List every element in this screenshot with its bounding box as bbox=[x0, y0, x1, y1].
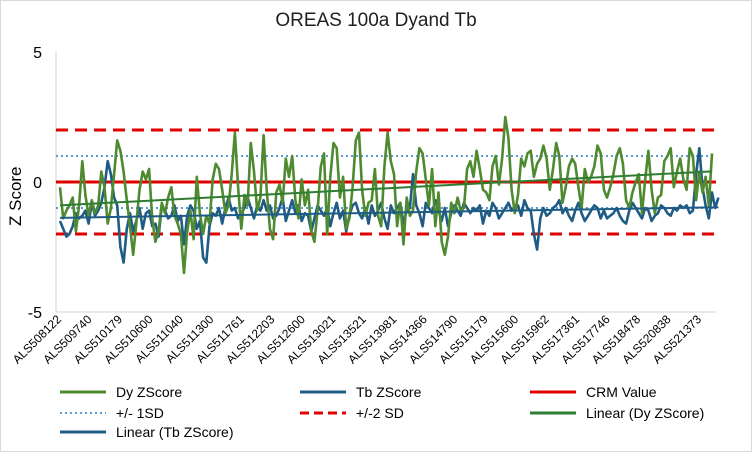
legend-item: CRM Value bbox=[530, 384, 657, 400]
legend-label: Linear (Dy ZScore) bbox=[586, 405, 705, 421]
legend-label: Tb ZScore bbox=[356, 384, 422, 400]
y-tick-label: -5 bbox=[28, 305, 42, 322]
legend-item: Linear (Dy ZScore) bbox=[530, 405, 704, 421]
legend-label: +/- 1SD bbox=[116, 405, 164, 421]
series-line-tb-zscore bbox=[58, 146, 720, 264]
chart-title: OREAS 100a Dyand Tb bbox=[275, 10, 477, 31]
legend-item: +/- 1SD bbox=[60, 405, 164, 421]
legend-swatch bbox=[530, 390, 576, 394]
legend-swatch bbox=[530, 411, 576, 415]
trend-line-0 bbox=[59, 170, 713, 207]
trend-line-1 bbox=[59, 206, 719, 219]
legend-item: Linear (Tb ZScore) bbox=[60, 424, 233, 440]
legend-swatch bbox=[60, 390, 106, 394]
legend-item: Tb ZScore bbox=[300, 384, 421, 400]
legend-item: Dy ZScore bbox=[60, 384, 182, 400]
series-line-dy-zscore bbox=[58, 115, 714, 275]
y-tick-label: 5 bbox=[33, 45, 42, 62]
legend-item: +/-2 SD bbox=[300, 405, 404, 421]
legend-label: CRM Value bbox=[586, 384, 657, 400]
legend-swatch bbox=[60, 430, 106, 434]
legend-swatch bbox=[300, 411, 346, 415]
legend-swatch bbox=[300, 390, 346, 394]
legend-label: +/-2 SD bbox=[356, 405, 404, 421]
legend-swatch bbox=[60, 412, 106, 414]
y-tick-label: 0 bbox=[33, 175, 42, 192]
legend-label: Dy ZScore bbox=[116, 384, 183, 400]
legend-label: Linear (Tb ZScore) bbox=[116, 424, 234, 440]
